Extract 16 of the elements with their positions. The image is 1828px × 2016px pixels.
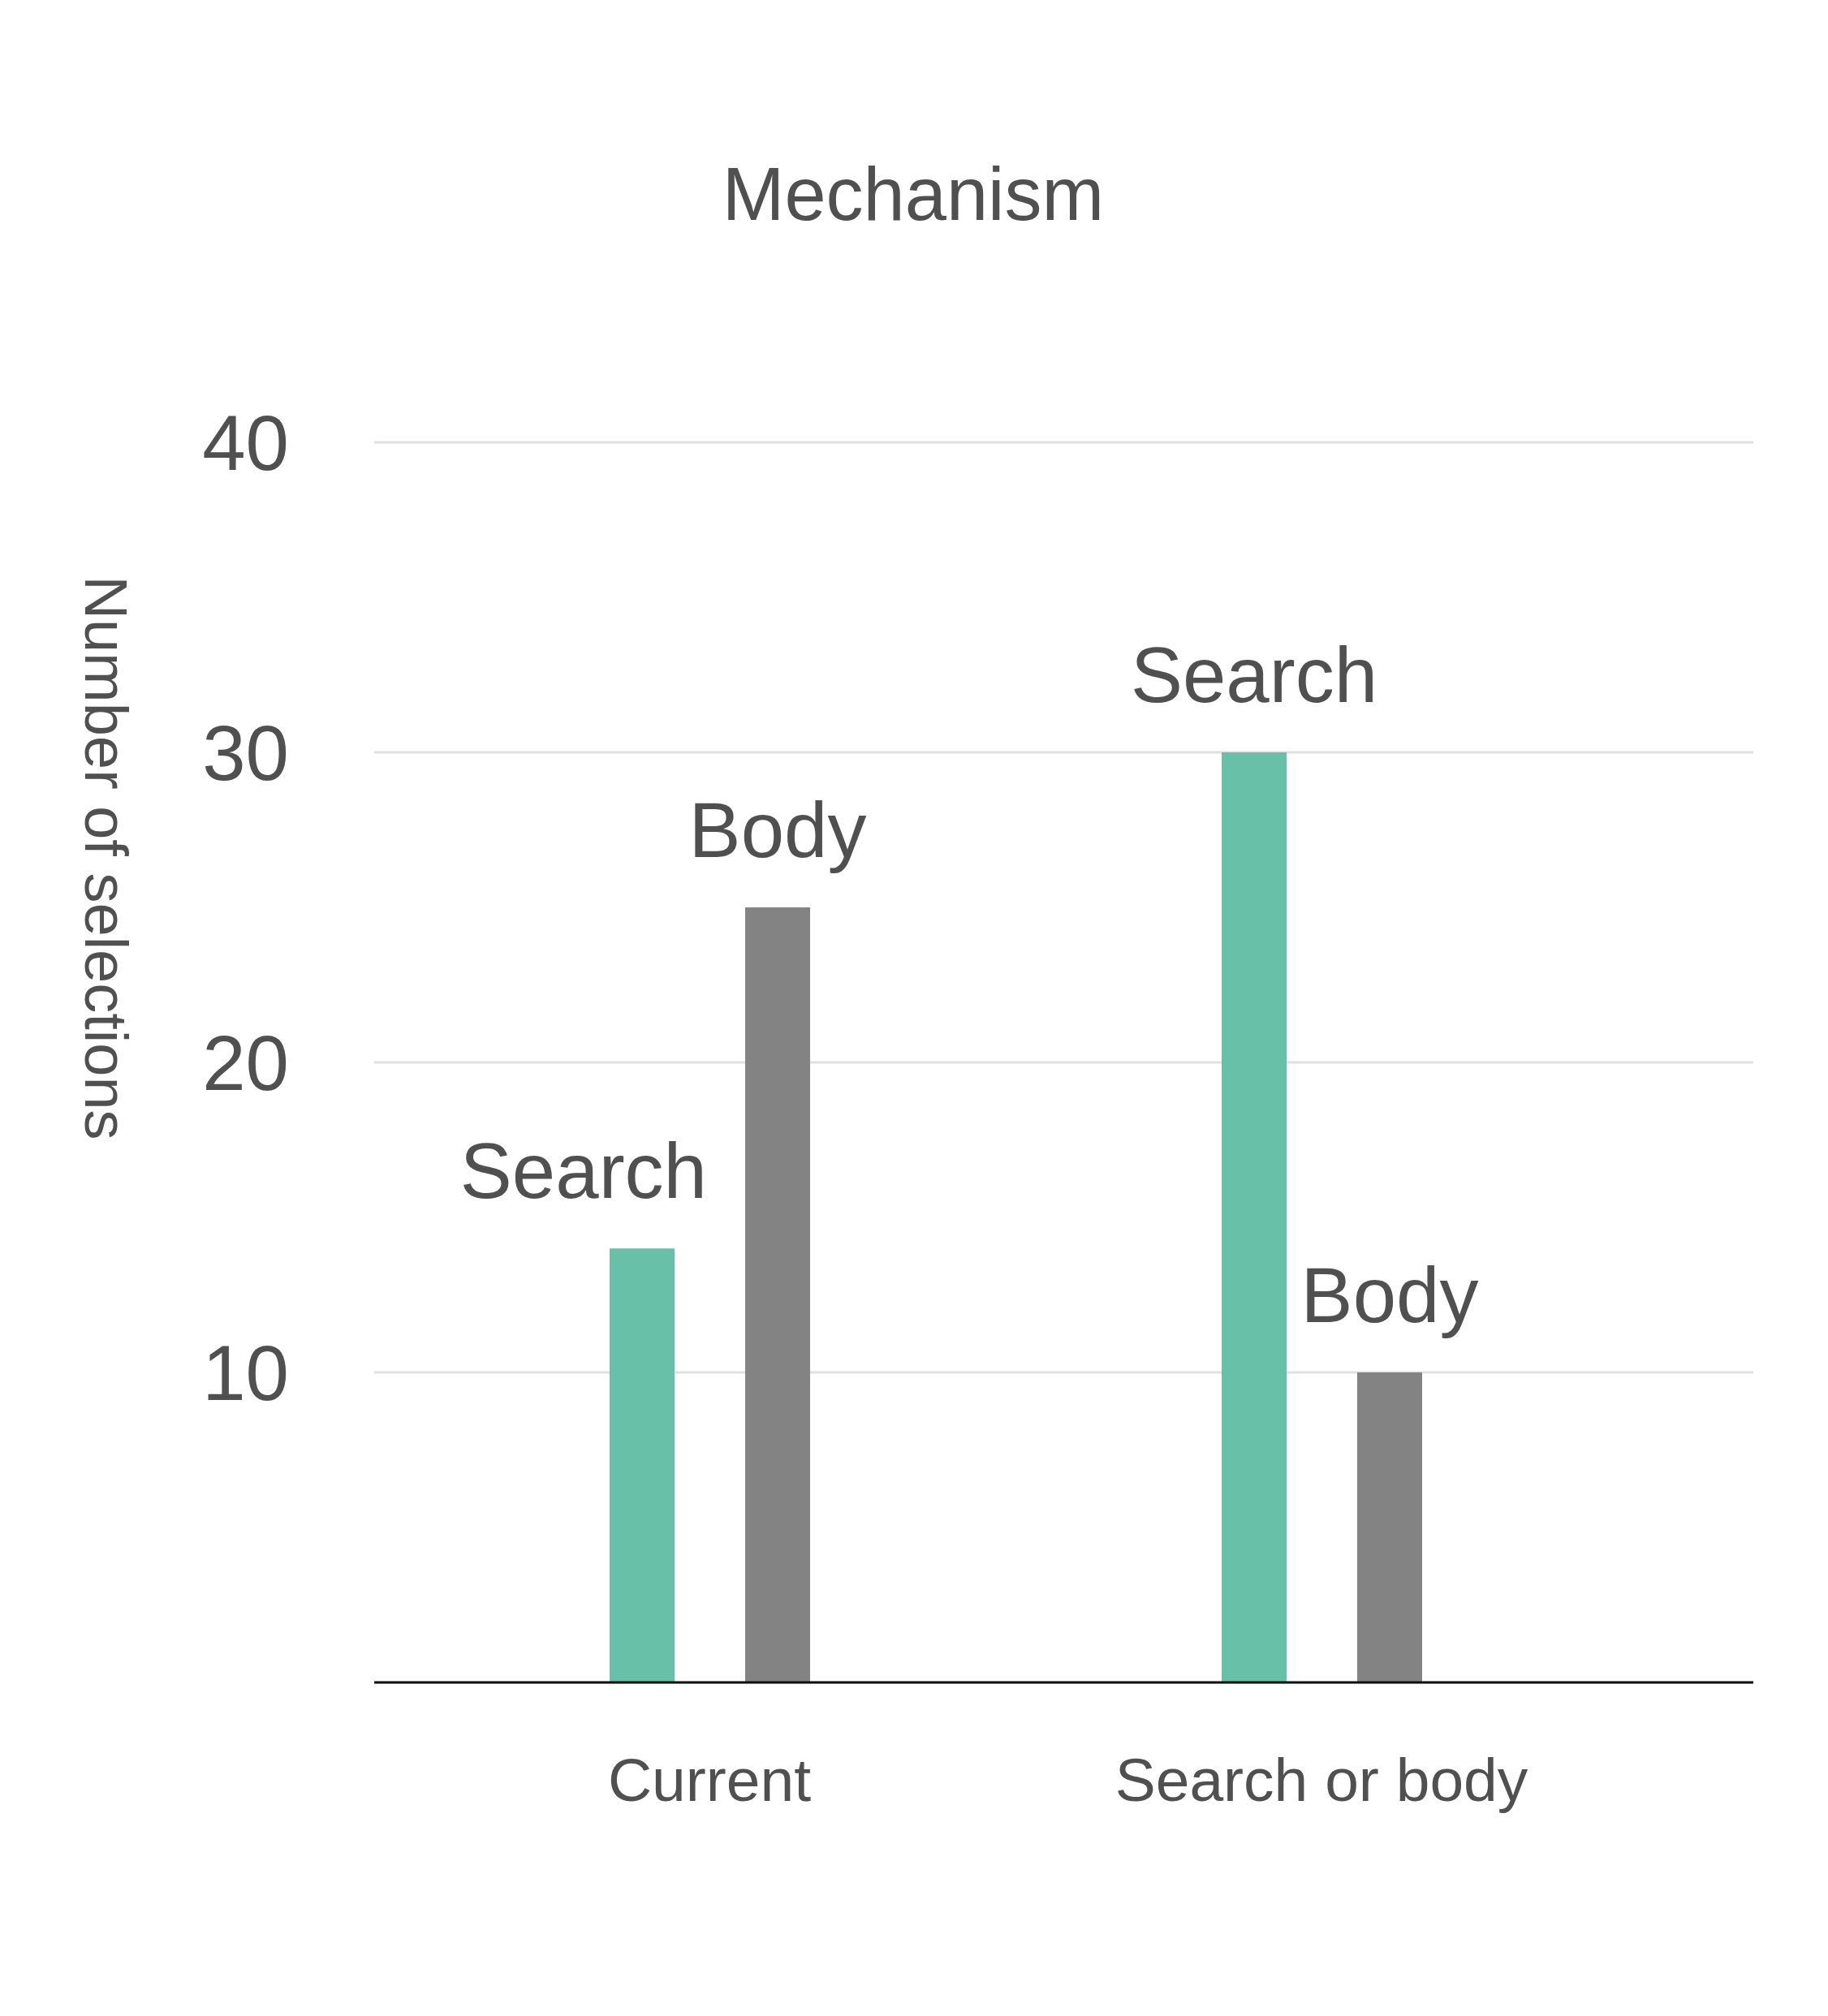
y-axis-title: Number of selections xyxy=(71,575,140,1140)
x-tick-label: Current xyxy=(607,1746,812,1814)
x-tick-label: Search or body xyxy=(1114,1746,1528,1814)
y-tick-label: 30 xyxy=(202,709,289,796)
series-label: Body xyxy=(688,786,867,873)
text: Body xyxy=(1300,1251,1479,1338)
bar xyxy=(1357,1372,1422,1682)
bar xyxy=(745,907,810,1682)
bar xyxy=(1222,752,1287,1682)
bar xyxy=(610,1248,675,1682)
y-tick-label: 10 xyxy=(202,1329,289,1416)
chart-title: Mechanism xyxy=(721,153,1106,235)
y-tick-label: 20 xyxy=(202,1019,289,1106)
y-tick-label: 40 xyxy=(202,398,289,486)
series-label: Search xyxy=(459,1127,707,1215)
text: Search xyxy=(1130,631,1378,718)
